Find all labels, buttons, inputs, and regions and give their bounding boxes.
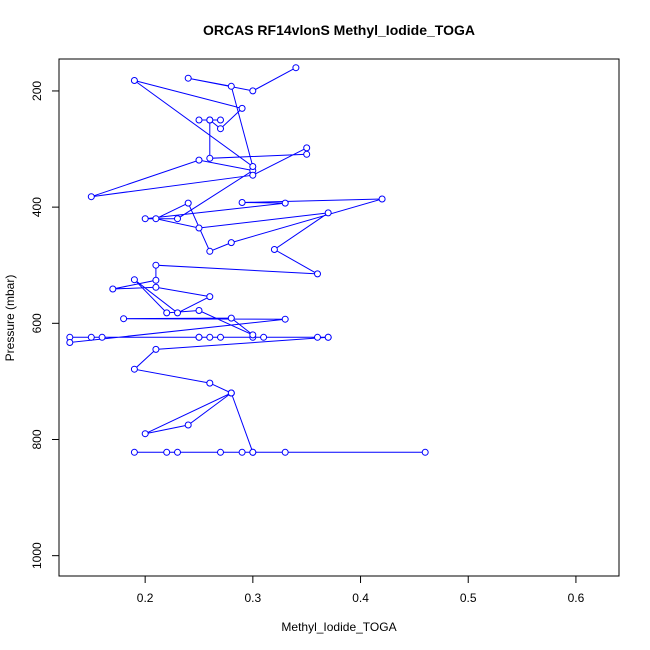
x-tick-label: 0.4 <box>352 591 369 605</box>
data-point <box>217 333 224 341</box>
data-point <box>227 314 235 322</box>
y-tick-label: 1000 <box>30 542 44 569</box>
data-point <box>303 150 311 158</box>
data-point <box>130 448 138 456</box>
data-point <box>249 163 257 170</box>
data-point <box>163 309 171 317</box>
plot-area-frame <box>58 58 620 577</box>
data-point <box>206 116 214 124</box>
data-point <box>195 333 203 341</box>
data-point <box>217 116 224 124</box>
data-point <box>324 209 332 217</box>
data-point <box>141 430 149 438</box>
chart-title: ORCAS RF14vlonS Methyl_Iodide_TOGA <box>203 22 475 38</box>
data-point <box>206 154 214 162</box>
data-point <box>184 199 192 207</box>
data-point <box>174 309 181 317</box>
y-tick-label: 800 <box>30 429 44 449</box>
data-point <box>324 333 332 341</box>
data-point <box>184 74 192 82</box>
data-point <box>303 144 311 152</box>
data-point <box>195 156 203 164</box>
data-points <box>66 64 429 456</box>
data-point <box>314 333 321 341</box>
data-point <box>270 246 278 253</box>
data-point <box>238 199 246 206</box>
x-tick-label: 0.6 <box>568 591 585 605</box>
data-point <box>120 315 128 323</box>
data-point <box>152 261 160 269</box>
data-point <box>174 215 181 223</box>
series-line <box>69 67 426 453</box>
data-point <box>238 104 246 112</box>
data-point <box>378 195 386 203</box>
data-point <box>206 379 214 387</box>
data-point <box>195 224 203 232</box>
data-point <box>152 345 160 353</box>
data-point <box>195 116 203 124</box>
data-point <box>98 333 106 341</box>
data-point <box>152 276 160 284</box>
data-point <box>217 448 224 456</box>
data-point <box>249 448 257 456</box>
data-point <box>206 293 214 301</box>
data-point <box>249 87 257 95</box>
data-point <box>227 389 235 397</box>
data-point <box>130 276 138 284</box>
data-point <box>227 239 235 247</box>
data-point <box>281 199 289 207</box>
x-tick-label: 0.2 <box>137 591 154 605</box>
data-point <box>152 283 160 291</box>
data-point <box>249 331 257 339</box>
data-point <box>421 448 429 456</box>
data-point <box>130 365 138 373</box>
x-tick-label: 0.5 <box>460 591 477 605</box>
data-point <box>87 193 95 201</box>
data-point <box>152 215 160 223</box>
x-axis: 0.2 0.3 0.4 0.5 0.6 <box>137 575 585 605</box>
y-axis-label: Pressure (mbar) <box>3 275 17 362</box>
data-point <box>174 448 181 456</box>
x-axis-label: Methyl_Iodide_TOGA <box>281 620 396 634</box>
data-point <box>206 247 214 255</box>
data-point <box>87 333 95 341</box>
data-point <box>184 421 192 429</box>
y-tick-label: 600 <box>30 313 44 333</box>
data-point <box>281 315 289 323</box>
data-point <box>195 307 203 314</box>
data-point <box>163 448 171 456</box>
data-point <box>109 285 117 293</box>
data-point <box>238 448 246 456</box>
data-point <box>130 77 138 84</box>
data-point <box>66 339 74 346</box>
data-point <box>314 270 321 278</box>
data-point <box>249 171 257 179</box>
data-point <box>141 215 149 223</box>
data-point <box>281 448 289 456</box>
data-point <box>260 333 268 341</box>
data-point <box>227 82 235 90</box>
data-point <box>206 333 214 341</box>
y-tick-label: 200 <box>30 81 44 101</box>
data-point <box>292 64 300 72</box>
x-tick-label: 0.3 <box>245 591 262 605</box>
y-tick-label: 400 <box>30 197 44 217</box>
data-point <box>217 125 224 133</box>
y-axis: 200 400 600 800 1000 <box>30 81 60 569</box>
